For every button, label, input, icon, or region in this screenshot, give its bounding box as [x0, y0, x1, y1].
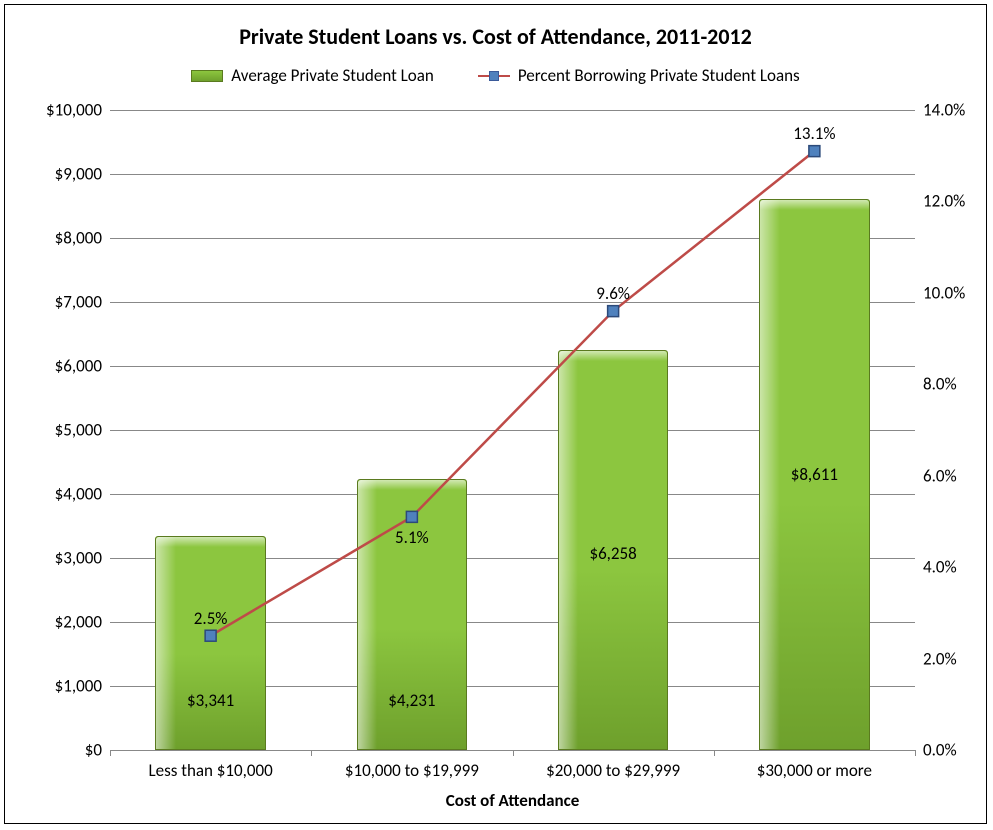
x-category-label: $30,000 or more — [714, 760, 915, 781]
y-left-tick: $1,000 — [55, 676, 102, 697]
y-left-tick: $8,000 — [55, 228, 102, 249]
x-category-label: $20,000 to $29,999 — [513, 760, 714, 781]
y-left-tick: $0 — [85, 740, 102, 761]
legend-item-bar: Average Private Student Loan — [191, 65, 434, 86]
y-left-tick: $3,000 — [55, 548, 102, 569]
legend-line-label: Percent Borrowing Private Student Loans — [518, 65, 800, 86]
legend-bar-swatch — [191, 70, 223, 82]
x-category-label: Less than $10,000 — [110, 760, 311, 781]
plot-area: $3,341$4,231$6,258$8,6112.5%5.1%9.6%13.1… — [110, 110, 915, 750]
chart-title: Private Student Loans vs. Cost of Attend… — [5, 23, 986, 50]
legend-item-line: Percent Borrowing Private Student Loans — [478, 65, 800, 86]
legend-line-swatch — [478, 69, 510, 83]
y-left-tick: $7,000 — [55, 292, 102, 313]
y-axis-left: $0$1,000$2,000$3,000$4,000$5,000$6,000$7… — [5, 110, 110, 750]
legend-bar-label: Average Private Student Loan — [231, 65, 434, 86]
y-right-tick: 6.0% — [923, 465, 957, 486]
y-left-tick: $2,000 — [55, 612, 102, 633]
y-right-tick: 10.0% — [923, 282, 965, 303]
y-left-tick: $6,000 — [55, 356, 102, 377]
line-value-label: 5.1% — [395, 527, 429, 548]
line-value-label: 9.6% — [596, 283, 630, 304]
y-left-tick: $9,000 — [55, 164, 102, 185]
x-category-label: $10,000 to $19,999 — [311, 760, 512, 781]
y-left-tick: $10,000 — [46, 100, 102, 121]
y-right-tick: 2.0% — [923, 648, 957, 669]
y-right-tick: 0.0% — [923, 740, 957, 761]
x-axis-labels: Less than $10,000$10,000 to $19,999$20,0… — [110, 760, 915, 781]
line-value-label: 2.5% — [194, 608, 228, 629]
y-left-tick: $5,000 — [55, 420, 102, 441]
line-series — [110, 110, 915, 750]
y-right-tick: 12.0% — [923, 191, 965, 212]
y-left-tick: $4,000 — [55, 484, 102, 505]
line-value-label: 13.1% — [793, 123, 835, 144]
y-right-tick: 14.0% — [923, 100, 965, 121]
x-axis-title: Cost of Attendance — [110, 790, 915, 811]
legend: Average Private Student Loan Percent Bor… — [5, 65, 986, 86]
y-right-tick: 4.0% — [923, 557, 957, 578]
y-axis-right: 0.0%2.0%4.0%6.0%8.0%10.0%12.0%14.0% — [915, 110, 988, 750]
chart-frame: Private Student Loans vs. Cost of Attend… — [4, 4, 987, 824]
y-right-tick: 8.0% — [923, 374, 957, 395]
